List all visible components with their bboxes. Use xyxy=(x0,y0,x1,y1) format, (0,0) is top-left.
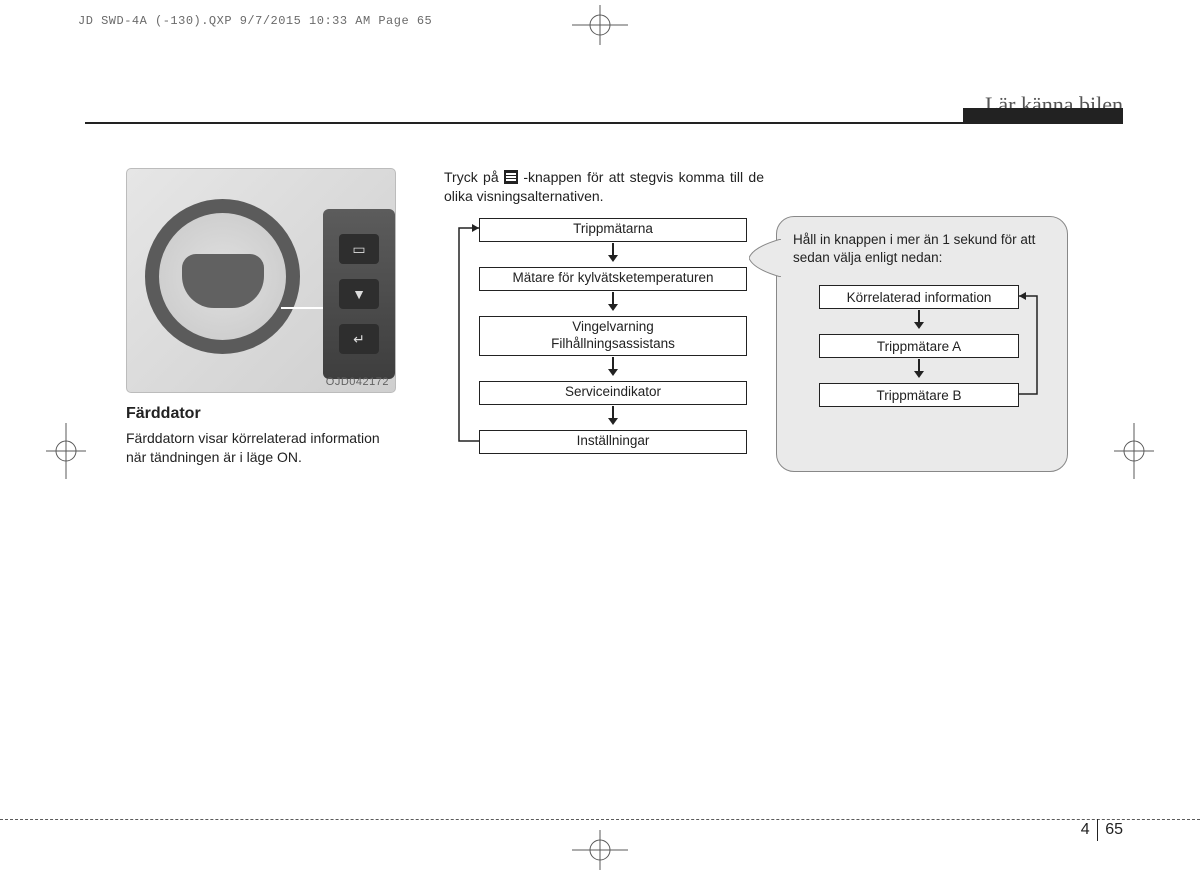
flow-arrow-3 xyxy=(607,357,619,376)
column-left: ▭ ▼ ↵ OJD042172 Färddator Färddatorn vis… xyxy=(126,168,396,467)
crop-mark-top xyxy=(572,5,628,45)
flow-arrow-1 xyxy=(607,243,619,262)
footer-dashed-line xyxy=(0,819,1200,820)
crop-mark-bottom xyxy=(572,830,628,870)
crop-mark-right xyxy=(1114,423,1154,479)
wheel-hub-icon xyxy=(182,254,264,308)
callout-node-drive-info: Körrelaterad information xyxy=(819,285,1019,309)
footer-page: 65 xyxy=(1105,821,1123,839)
callout-text: Håll in knappen i mer än 1 sekund för at… xyxy=(793,231,1051,267)
footer-separator xyxy=(1097,819,1099,841)
main-flowchart: Trippmätarna Mätare för kylvätsketempera… xyxy=(444,218,764,488)
flow-intro-a: Tryck på xyxy=(444,169,504,185)
manual-page: JD SWD-4A (-130).QXP 9/7/2015 10:33 AM P… xyxy=(0,0,1200,875)
body-farddator: Färddatorn visar körrelaterad informatio… xyxy=(126,429,396,467)
menu-button-icon xyxy=(504,170,518,184)
footer-page-number: 4 65 xyxy=(1081,819,1123,841)
flow-node-settings: Inställningar xyxy=(479,430,747,454)
steering-wheel-figure: ▭ ▼ ↵ OJD042172 xyxy=(126,168,396,393)
callout-pointer-icon xyxy=(749,239,781,277)
heading-farddator: Färddator xyxy=(126,405,396,423)
pad-button-enter: ↵ xyxy=(339,324,379,354)
flow-arrow-4 xyxy=(607,406,619,425)
flow-arrow-2 xyxy=(607,292,619,311)
footer-chapter: 4 xyxy=(1081,821,1090,839)
flow-intro-text: Tryck på -knappen för att stegvis komma … xyxy=(444,168,764,206)
button-pad: ▭ ▼ ↵ xyxy=(323,209,395,379)
flow-node-service: Serviceindikator xyxy=(479,381,747,405)
section-accent-bar xyxy=(963,108,1123,122)
flow-node-coolant: Mätare för kylvätsketemperaturen xyxy=(479,267,747,291)
flow-node-lane: Vingelvarning Filhållningsassistans xyxy=(479,316,747,356)
pad-button-down: ▼ xyxy=(339,279,379,309)
crop-mark-left xyxy=(46,423,86,479)
prepress-line: JD SWD-4A (-130).QXP 9/7/2015 10:33 AM P… xyxy=(78,14,432,28)
figure-code: OJD042172 xyxy=(326,376,389,388)
callout-flowchart: Körrelaterad information Trippmätare A T… xyxy=(793,285,1051,445)
flow-node-trip: Trippmätarna xyxy=(479,218,747,242)
callout-arrow-1 xyxy=(913,310,925,329)
pad-button-menu: ▭ xyxy=(339,234,379,264)
callout-node-trip-b: Trippmätare B xyxy=(819,383,1019,407)
section-underline xyxy=(85,122,1123,124)
callout-bubble: Håll in knappen i mer än 1 sekund för at… xyxy=(776,216,1068,472)
callout-node-trip-a: Trippmätare A xyxy=(819,334,1019,358)
column-middle: Tryck på -knappen för att stegvis komma … xyxy=(444,168,764,488)
callout-arrow-2 xyxy=(913,359,925,378)
